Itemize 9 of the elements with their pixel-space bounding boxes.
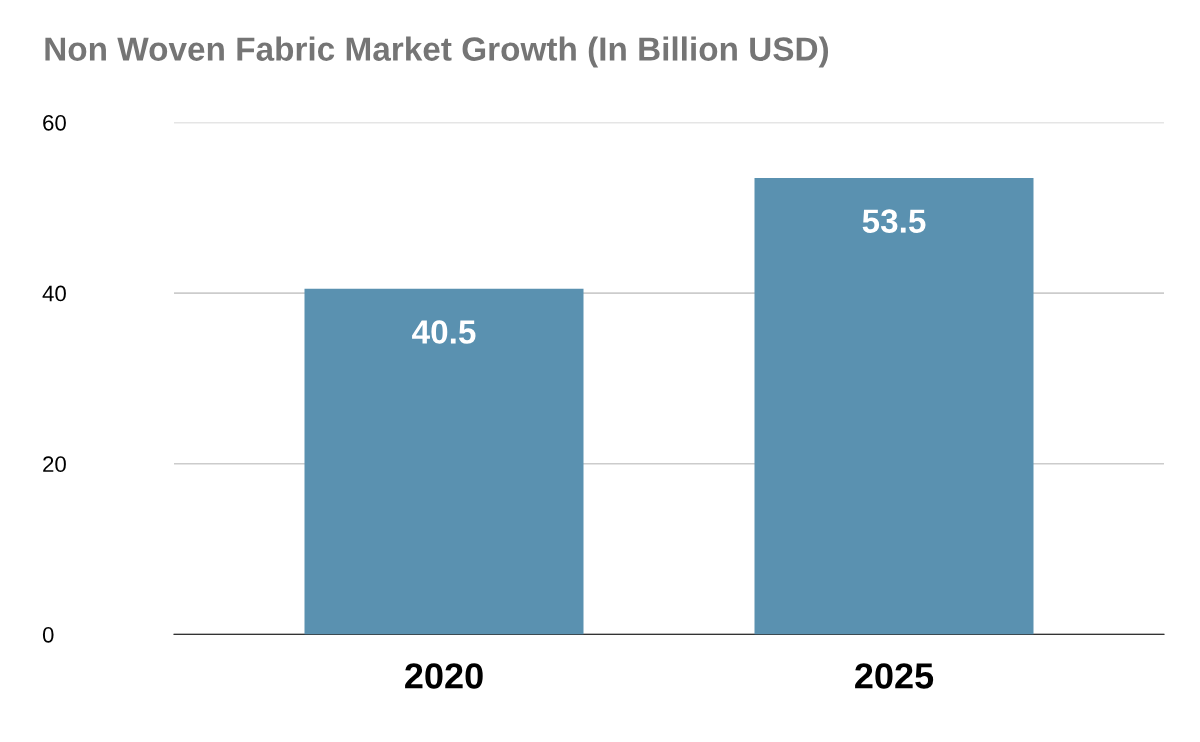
data-label: 40.5 [412, 320, 476, 344]
data-label: 53.5 [862, 209, 926, 233]
chart-title: Non Woven Fabric Market Growth (In Billion USD) [45, 36, 829, 68]
y-tick-label: 20 [43, 456, 66, 473]
x-tick-label: 2020 [405, 663, 483, 689]
y-tick-label: 40 [42, 285, 66, 302]
x-tick-label: 2025 [855, 663, 934, 689]
y-tick-label: 0 [42, 626, 54, 643]
y-tick-label: 60 [43, 114, 66, 131]
